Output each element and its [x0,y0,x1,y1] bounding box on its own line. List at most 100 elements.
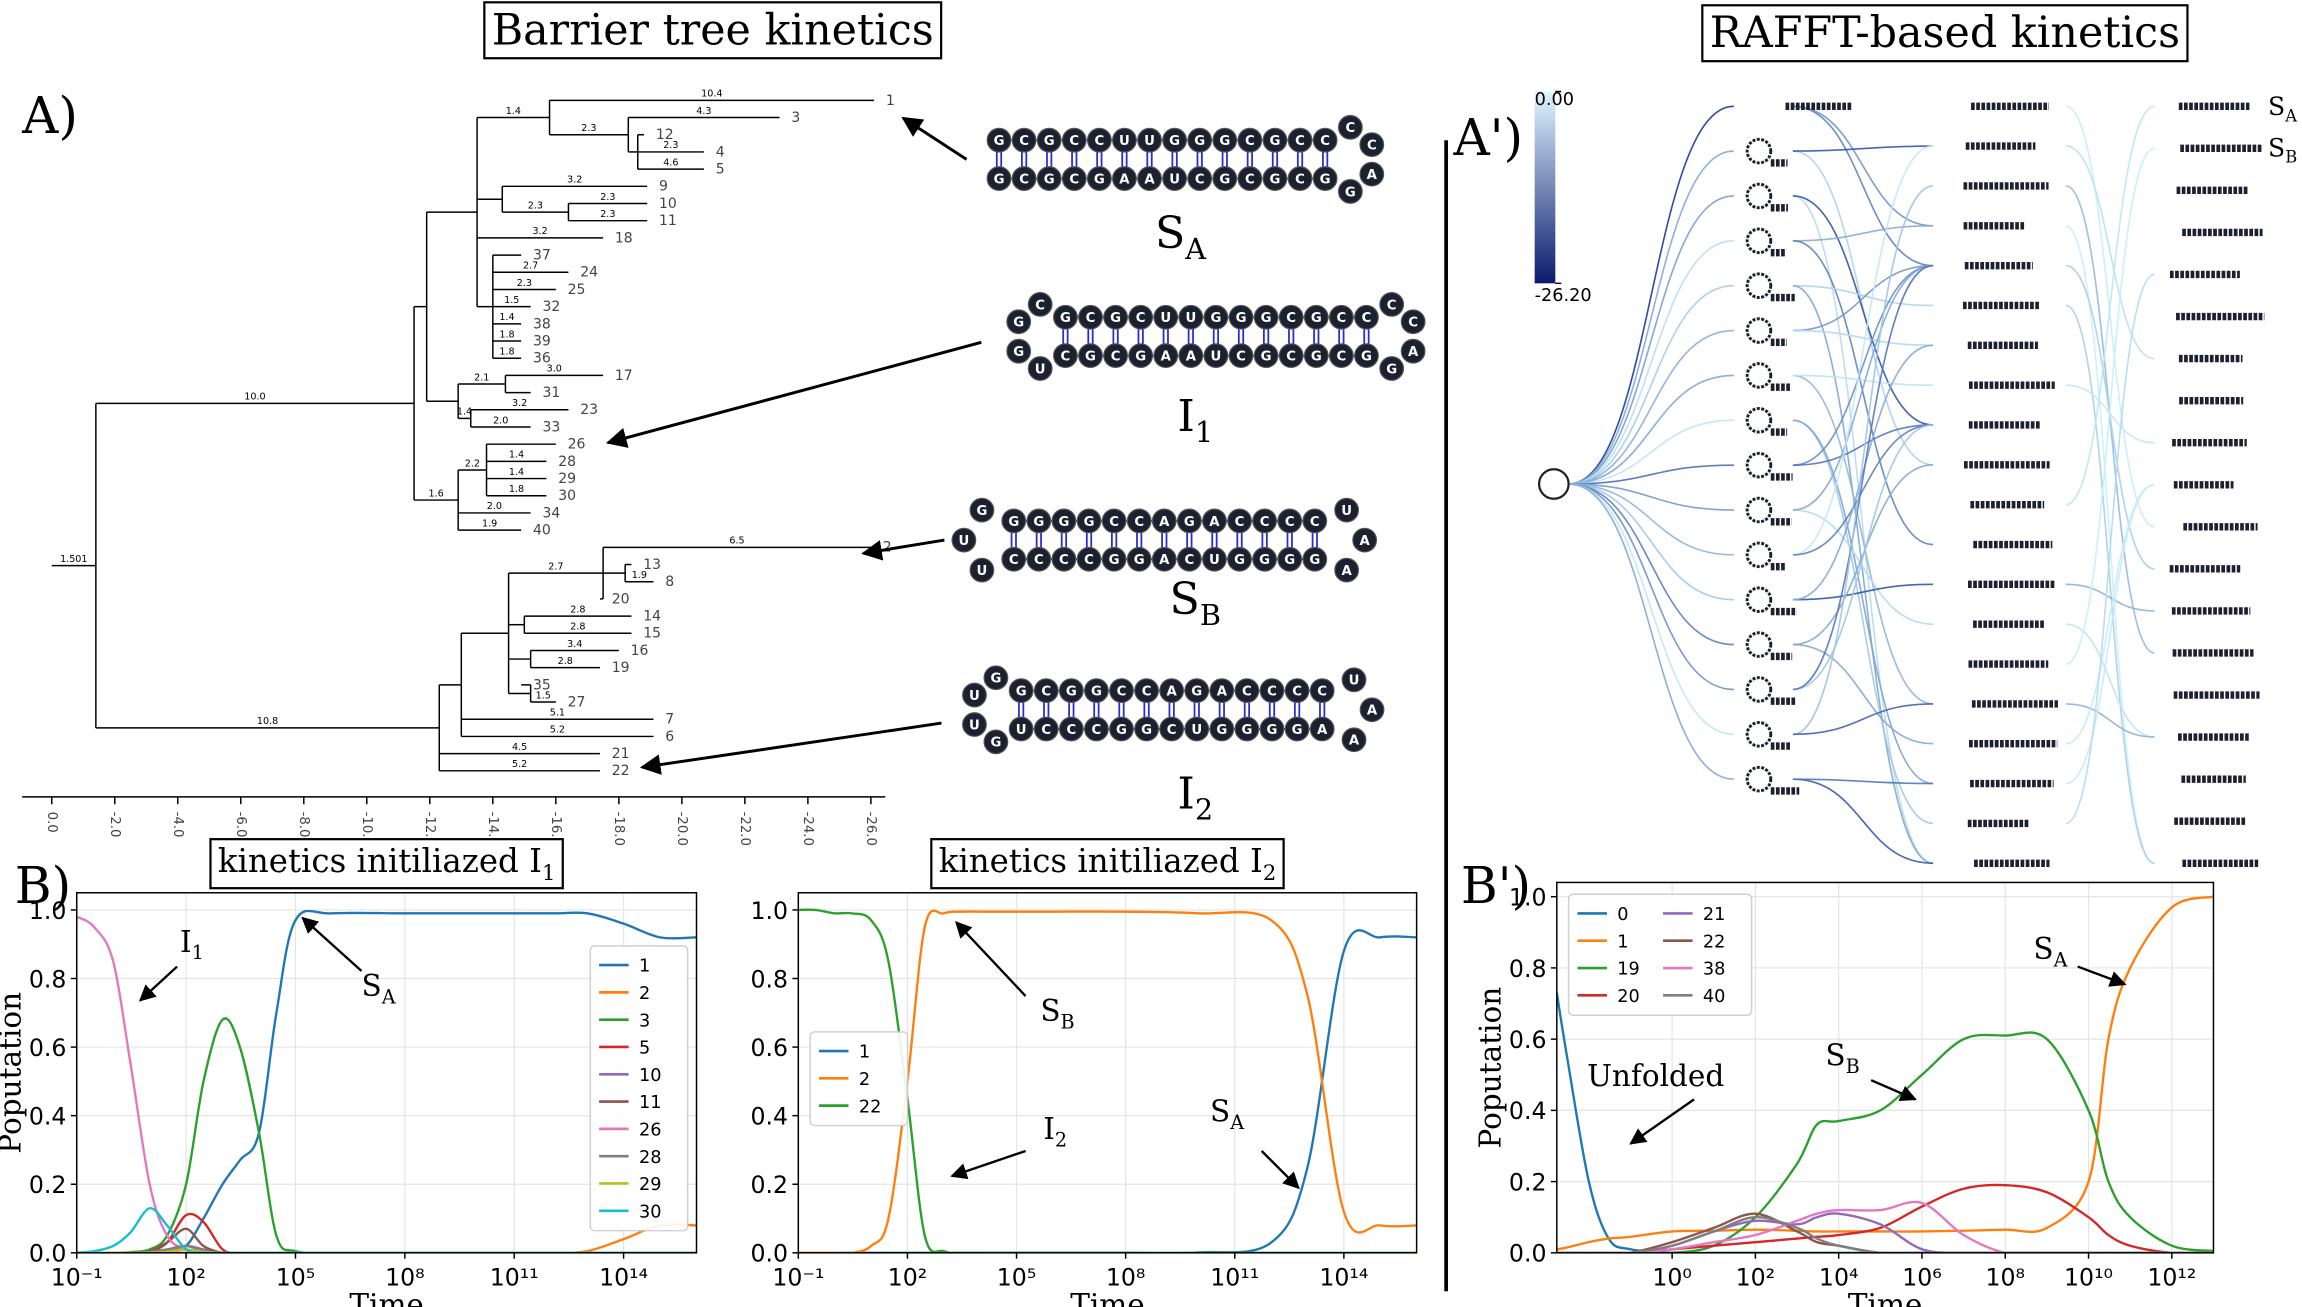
transition [1792,264,1934,332]
series-line [76,915,697,1253]
branch-label: 1.4 [509,450,524,461]
leaf-label: 23 [580,402,598,418]
y-tick-label: 0.6 [1509,1026,1547,1054]
transition [1568,329,1734,485]
transition [1792,643,1934,745]
nucleotide-letter: G [1141,723,1152,738]
nucleotide [1262,166,1288,191]
nucleotide-letter: A [1341,564,1352,579]
y-tick-label: 0.0 [29,1240,67,1268]
transition [1792,264,1934,511]
branch-label: 5.2 [550,725,565,736]
nucleotide-letter: G [1109,553,1120,568]
nucleotide [1053,304,1078,330]
transition [2065,304,2155,865]
nucleotide [1278,343,1304,369]
branch-label: 2.8 [570,622,585,633]
arrow [1260,1150,1300,1190]
annotation: SA [362,969,397,1008]
nucleotide [1284,678,1310,704]
y-tick-label: 1.0 [1509,884,1547,912]
y-tick-label: 0.8 [750,965,788,993]
nucleotide [1159,678,1185,704]
x-tick-label: -6.0 [233,812,248,838]
legend-label: 1 [639,957,650,977]
nucleotide-letter: C [1336,350,1346,365]
structure-label-main: S [2268,92,2285,121]
nucleotide [1379,291,1405,317]
transition [1792,195,1934,426]
x-tick-label: 10⁵ [997,1263,1037,1291]
y-tick-label: 0.2 [1509,1168,1547,1196]
leaf-label: 10 [659,196,677,212]
nucleotide [1086,127,1112,153]
transition [1792,374,1934,705]
x-tick-label: 10¹¹ [1210,1263,1259,1291]
nucleotide [1341,727,1367,753]
nucleotide-letter: C [1019,172,1029,187]
y-tick-label: 0.4 [750,1103,788,1131]
nucleotide [1359,132,1385,158]
branch-label: 2.3 [663,140,678,151]
leaf-label: 11 [659,213,677,229]
branch-label: 1.8 [499,329,514,340]
leaf-label: 16 [631,643,649,659]
root-structure [1537,468,1570,500]
nucleotide-letter: C [1184,553,1194,568]
nucleotide [1237,127,1263,153]
y-tick-label: 0.0 [750,1240,788,1268]
nucleotide-letter: G [1058,515,1069,530]
transition [2065,273,2155,825]
nucleotide-letter: U [969,718,980,733]
nucleotide [1176,546,1202,572]
nucleotide-letter: G [1267,723,1278,738]
nucleotide-letter: C [1310,515,1320,530]
leaf-label: 28 [558,454,576,470]
leaf-label: 24 [580,265,598,281]
nucleotide [1101,546,1127,572]
nucleotide [1400,309,1426,335]
nucleotide-letter: A [1367,704,1378,719]
nucleotide-letter: A [1360,534,1371,549]
nucleotide [1228,304,1254,330]
nucleotide [1312,127,1338,153]
structure-name-main: S [1155,208,1185,259]
leaf-label: 8 [665,574,674,590]
nucleotide-letter: A [1317,723,1328,738]
title-box [483,1,943,60]
transition [1568,105,1734,485]
leaf-label: 33 [542,419,560,435]
transition [2065,147,2155,665]
branch-label: 1.4 [506,106,521,117]
transition [1792,105,1934,267]
nucleotide [1302,508,1328,534]
nucleotide-letter: G [1219,172,1230,187]
nucleotide-letter: G [1016,684,1027,699]
structure-name: SA [1155,208,1207,266]
transition [1568,483,1734,556]
nucleotide-letter: C [1345,121,1355,136]
nucleotide-letter: C [1387,298,1397,313]
x-tick-label: 10⁶ [1902,1263,1942,1291]
nucleotide-letter: G [1234,553,1245,568]
nucleotide [1259,678,1285,704]
nucleotide-letter: C [1069,172,1079,187]
structure-glyph [1745,541,1773,569]
branch-label: 1.6 [428,488,443,499]
transition [2065,583,2155,612]
nucleotide [1303,343,1329,369]
x-tick-label: 10⁴ [1819,1263,1859,1291]
nucleotide-letter: G [1284,553,1295,568]
nucleotide [1101,508,1127,534]
nucleotide-letter: G [1270,134,1281,149]
nucleotide [1178,343,1204,369]
nucleotide [1237,166,1263,191]
nucleotide [1184,678,1210,704]
nucleotide-letter: U [1185,311,1196,326]
x-tick-label: -14.0 [485,812,500,846]
transition [1568,483,1734,646]
branch-label: 4.6 [663,157,678,168]
nucleotide-letter: G [1309,553,1320,568]
arrow [639,721,942,775]
